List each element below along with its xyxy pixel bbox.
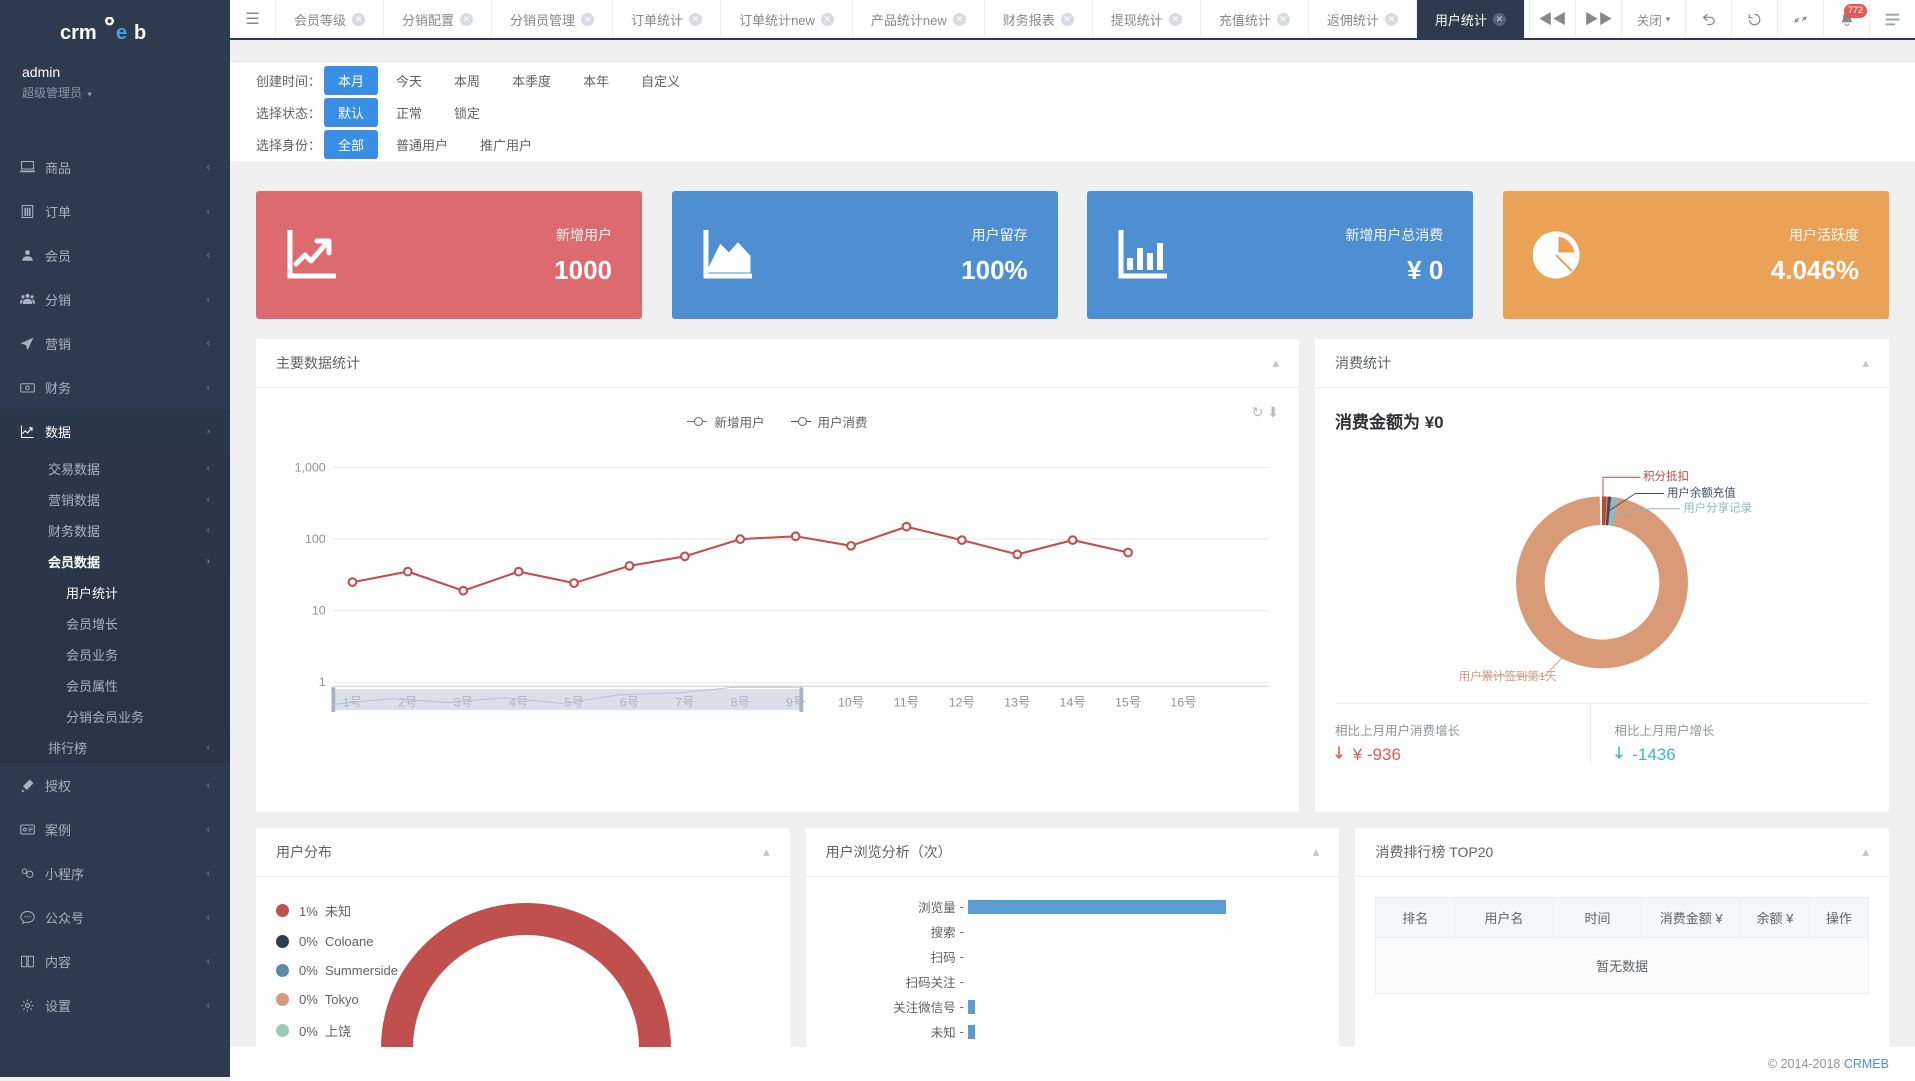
svg-text:用户分享记录: 用户分享记录 [1683, 501, 1752, 515]
svg-text:10: 10 [312, 604, 326, 618]
svg-text:1: 1 [319, 675, 326, 689]
svg-text:15号: 15号 [1115, 695, 1141, 709]
svg-text:crm: crm [60, 22, 97, 44]
svg-text:14号: 14号 [1060, 695, 1086, 709]
svg-text:积分抵扣: 积分抵扣 [1643, 469, 1689, 483]
svg-text:用户累计签到第1天: 用户累计签到第1天 [1459, 669, 1558, 683]
svg-text:100: 100 [305, 532, 326, 546]
svg-text:e: e [116, 22, 127, 44]
svg-text:1,000: 1,000 [295, 460, 326, 474]
svg-text:10号: 10号 [838, 695, 864, 709]
svg-text:12号: 12号 [949, 695, 975, 709]
svg-text:11号: 11号 [894, 695, 919, 709]
svg-text:b: b [134, 22, 146, 44]
svg-text:13号: 13号 [1004, 695, 1030, 709]
svg-text:16号: 16号 [1170, 695, 1196, 709]
svg-text:用户余额充值: 用户余额充值 [1667, 485, 1736, 499]
